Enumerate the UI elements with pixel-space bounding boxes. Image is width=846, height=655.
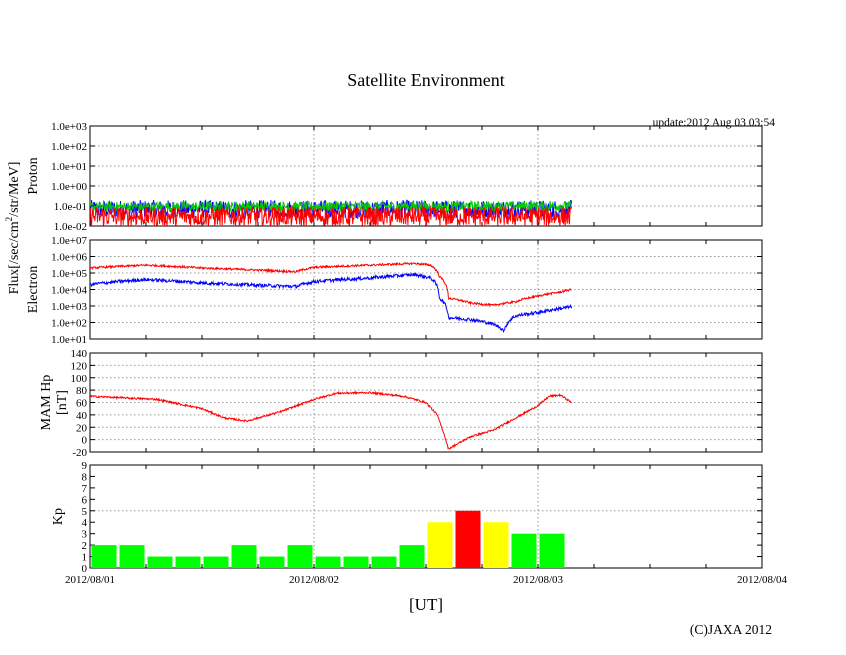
- electron-y-axis-label: Electron: [26, 266, 41, 313]
- kp-bar: [315, 556, 341, 568]
- kp-bar: [455, 510, 481, 568]
- kp-ytick-label: 4: [82, 517, 88, 529]
- kp-bar: [483, 522, 509, 568]
- kp-ytick-label: 5: [82, 506, 88, 518]
- proton-series-red: [90, 205, 573, 226]
- kp-bar: [231, 545, 257, 568]
- proton-series-group: [90, 199, 573, 226]
- hp-ytick-label: 80: [76, 385, 88, 397]
- electron-ytick-label: 1.0e+04: [51, 285, 87, 297]
- proton-ytick-label: 1.0e-02: [54, 221, 87, 233]
- x-axis-label: [UT]: [409, 595, 443, 614]
- flux-label-suffix: /str/MeV]: [7, 162, 22, 217]
- x-tick-label: 2012/08/02: [289, 574, 339, 586]
- hp-ytick-label: 100: [71, 373, 88, 385]
- electron-series-red: [90, 261, 572, 308]
- electron-ytick-label: 1.0e+05: [51, 268, 87, 280]
- kp-bar: [343, 556, 369, 568]
- x-tick-label: 2012/08/04: [737, 574, 788, 586]
- hp-ytick-label: 0: [82, 435, 88, 447]
- flux-label-sup: 2: [4, 217, 14, 222]
- kp-bar: [399, 545, 425, 568]
- kp-ytick-label: 2: [82, 540, 88, 552]
- hp-series-group: [90, 390, 572, 450]
- kp-frame: [89, 464, 763, 569]
- hp-ytick-label: 120: [71, 360, 88, 372]
- hp-ytick-label: 40: [76, 410, 88, 422]
- kp-bar: [511, 533, 537, 568]
- kp-bar: [539, 533, 565, 568]
- electron-ytick-label: 1.0e+07: [51, 235, 87, 247]
- hp-ytick-label: -20: [72, 447, 87, 459]
- kp-bar: [203, 556, 229, 568]
- kp-ytick-label: 6: [82, 494, 88, 506]
- kp-bar: [119, 545, 145, 568]
- kp-bar: [287, 545, 313, 568]
- proton-ytick-label: 1.0e+03: [51, 121, 87, 133]
- electron-ytick-label: 1.0e+03: [51, 301, 87, 313]
- proton-series-green: [90, 199, 573, 214]
- proton-ytick-label: 1.0e-01: [54, 201, 87, 213]
- kp-ytick-label: 1: [82, 552, 88, 564]
- kp-bar: [147, 556, 173, 568]
- kp-ytick-label: 3: [82, 529, 88, 541]
- proton-y-axis-label: Proton: [26, 157, 41, 194]
- kp-ytick-label: 8: [82, 471, 88, 483]
- copyright-label: (C)JAXA 2012: [690, 622, 772, 637]
- flux-y-axis-label: Flux[/sec/cm2/str/MeV]: [4, 162, 22, 295]
- proton-ytick-label: 1.0e+02: [51, 141, 87, 153]
- electron-ytick-label: 1.0e+06: [51, 252, 87, 264]
- kp-bar: [427, 522, 453, 568]
- electron-ytick-label: 1.0e+02: [51, 318, 87, 330]
- proton-ytick-label: 1.0e+01: [51, 161, 87, 173]
- hp-y-axis-label: MAM Hp: [39, 375, 54, 431]
- hp-y-axis-label-unit: [nT]: [55, 390, 70, 415]
- hp-ytick-label: 140: [71, 348, 88, 360]
- kp-ytick-label: 7: [82, 483, 88, 495]
- hp-ytick-label: 20: [76, 422, 88, 434]
- electron-series-group: [90, 261, 573, 334]
- kp-ytick-label: 9: [82, 460, 88, 472]
- x-tick-label: 2012/08/01: [65, 574, 115, 586]
- hp-series-red: [90, 390, 572, 450]
- update-timestamp: update:2012 Aug 03 03:54: [653, 117, 776, 129]
- kp-y-axis-label: Kp: [51, 508, 66, 525]
- electron-series-blue: [90, 272, 573, 334]
- kp-bar: [259, 556, 285, 568]
- x-tick-label: 2012/08/03: [513, 574, 564, 586]
- kp-bar: [175, 556, 201, 568]
- flux-label-prefix: Flux[/sec/cm: [7, 221, 22, 294]
- kp-bar: [371, 556, 397, 568]
- hp-ytick-label: 60: [76, 398, 88, 410]
- panels-layer: 1.0e-02 1.0e-01 1.0e+00 1.0e+01 1.0e+02 1.0e+…: [26, 121, 788, 586]
- proton-ytick-label: 1.0e+00: [51, 181, 87, 193]
- kp-ytick-label: 0: [82, 563, 88, 575]
- chart-title: Satellite Environment: [347, 70, 504, 90]
- electron-ytick-label: 1.0e+01: [51, 334, 87, 346]
- kp-bar: [91, 545, 117, 568]
